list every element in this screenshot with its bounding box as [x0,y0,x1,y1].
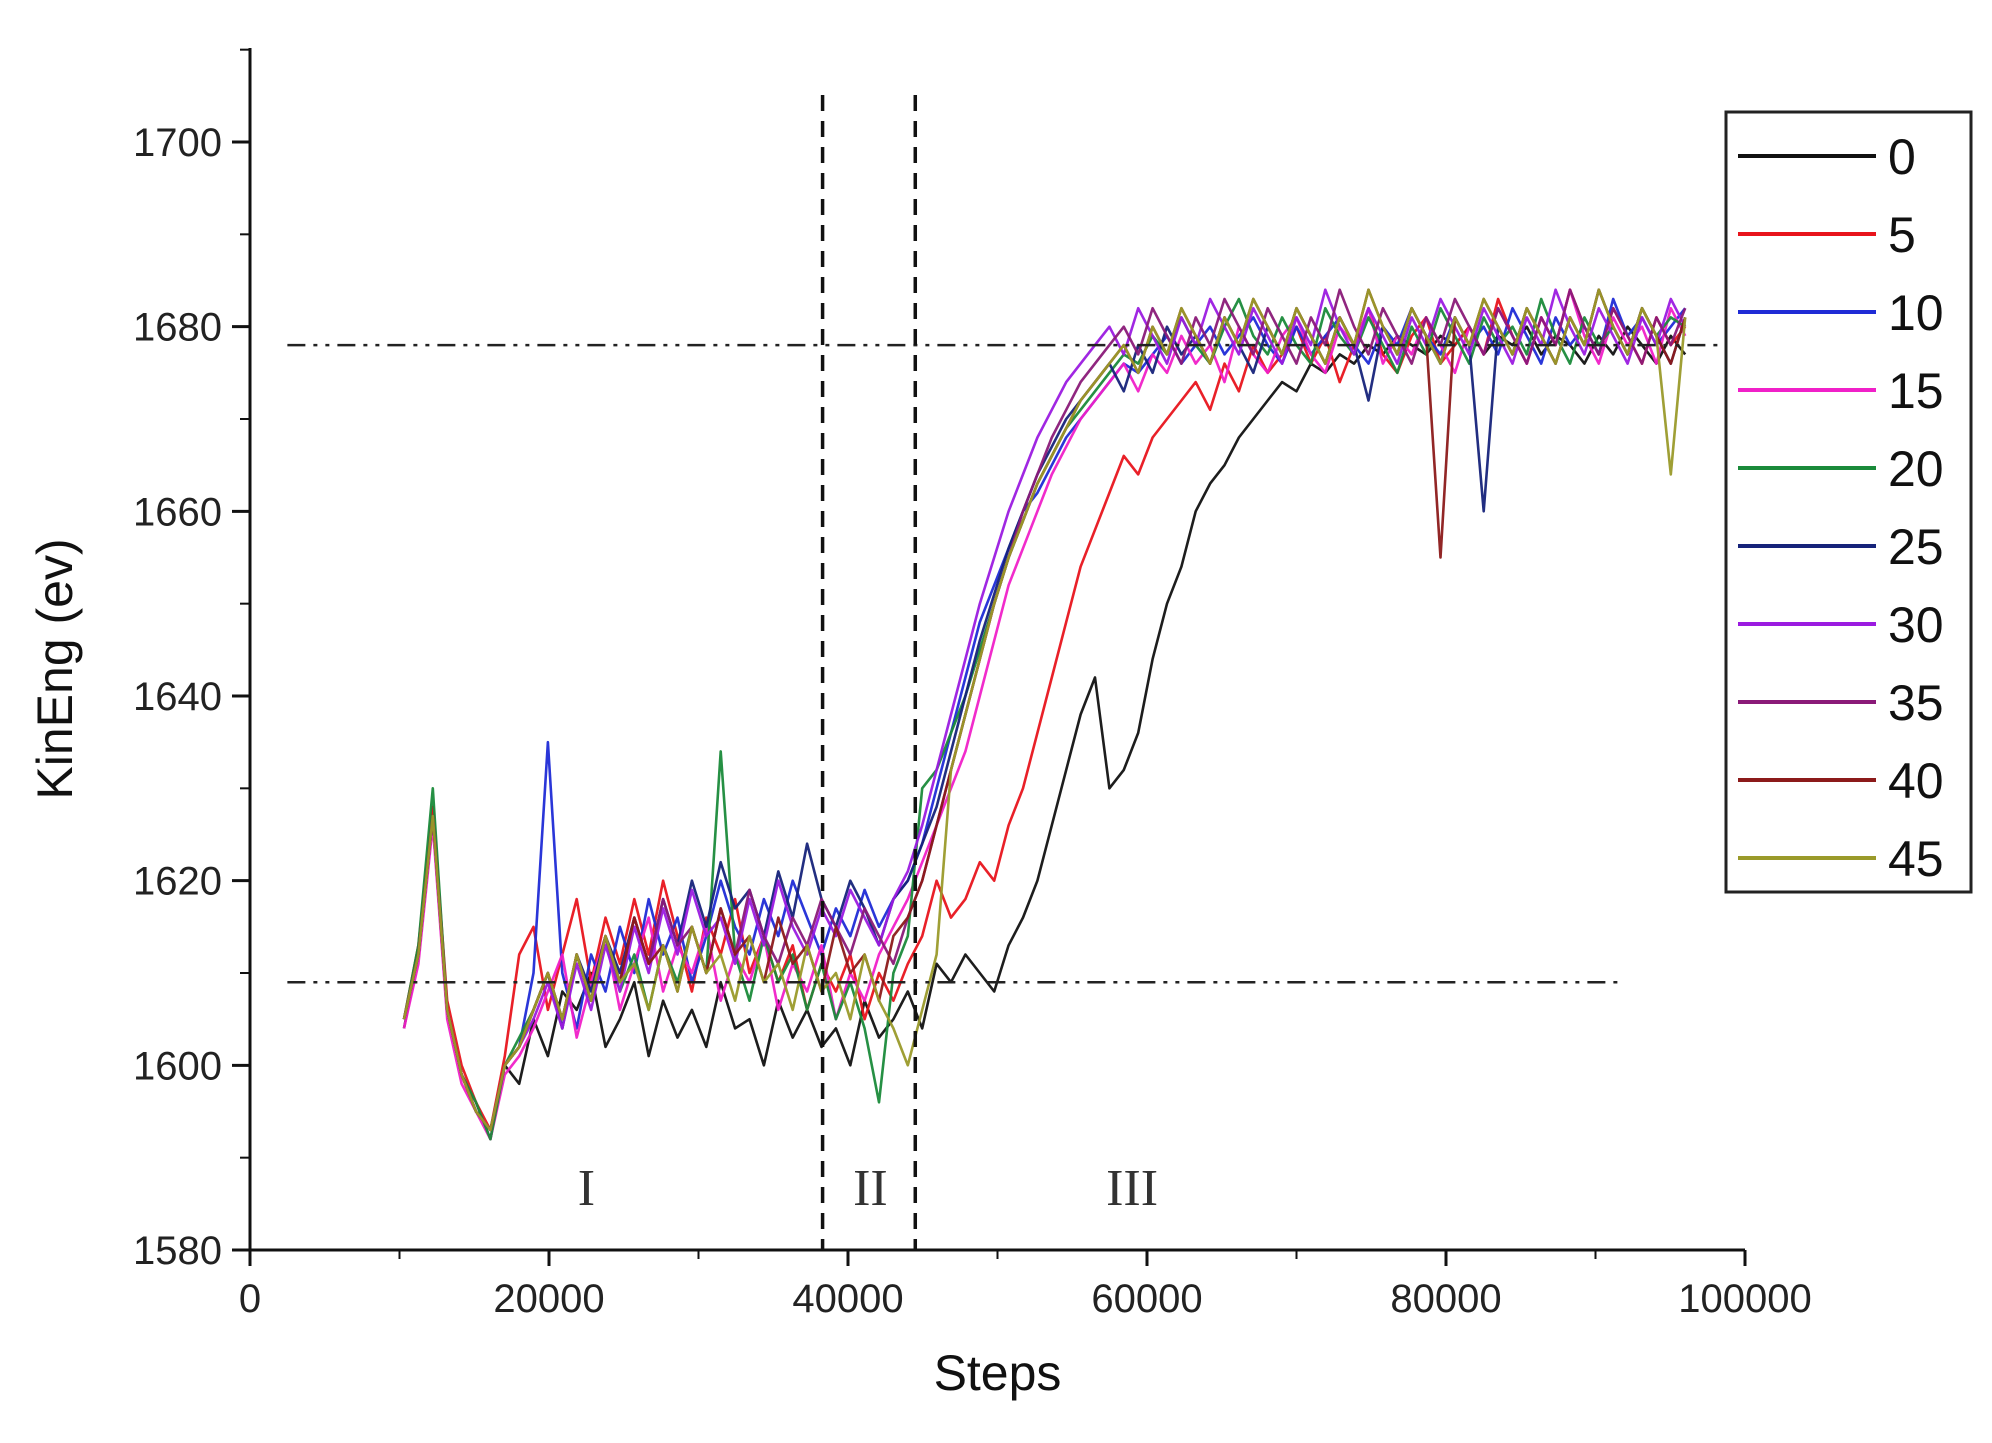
legend-label: 45 [1888,831,1944,887]
legend-label: 25 [1888,519,1944,575]
x-tick-label: 20000 [493,1277,604,1321]
legend-box [1724,110,1973,894]
series-line-45 [402,288,1687,1132]
x-tick-label: 60000 [1091,1277,1202,1321]
reference-lines [287,95,1770,1250]
legend-label: 15 [1888,363,1944,419]
legend-label: 30 [1888,597,1944,653]
x-tick-label: 40000 [792,1277,903,1321]
region-label-3: III [1106,1160,1158,1217]
y-tick-label: 1600 [133,1044,222,1088]
region-labels: I II III [578,1160,1158,1217]
y-tick-label: 1700 [133,121,222,165]
legend-label: 20 [1888,441,1944,497]
axes: Steps KinEng (ev) 1580 1600 1620 1640 1660 16… [27,48,1812,1401]
x-tick-label: 100000 [1678,1277,1811,1321]
series-line-0 [402,325,1687,1141]
series-line-10 [402,297,1687,1132]
series-line-25 [402,288,1687,1132]
region-label-1: I [578,1160,595,1217]
region-label-2: II [853,1160,888,1217]
legend-label: 0 [1888,129,1916,185]
series-line-15 [402,288,1687,1141]
legend: 0 5 10 15 20 25 30 35 40 45 [1724,110,1973,894]
x-axis-label: Steps [934,1345,1062,1401]
x-tick-label: 0 [239,1277,261,1321]
y-tick-label: 1620 [133,860,222,904]
series-layer [402,288,1687,1141]
legend-label: 40 [1888,753,1944,809]
y-tick-label: 1680 [133,306,222,350]
legend-label: 10 [1888,285,1944,341]
y-tick-label: 1580 [133,1229,222,1273]
series-line-30 [402,288,1687,1132]
y-tick-label: 1640 [133,675,222,719]
legend-label: 5 [1888,207,1916,263]
legend-label: 35 [1888,675,1944,731]
x-tick-label: 80000 [1390,1277,1501,1321]
y-axis-label: KinEng (ev) [27,538,83,799]
y-tick-label: 1660 [133,490,222,534]
